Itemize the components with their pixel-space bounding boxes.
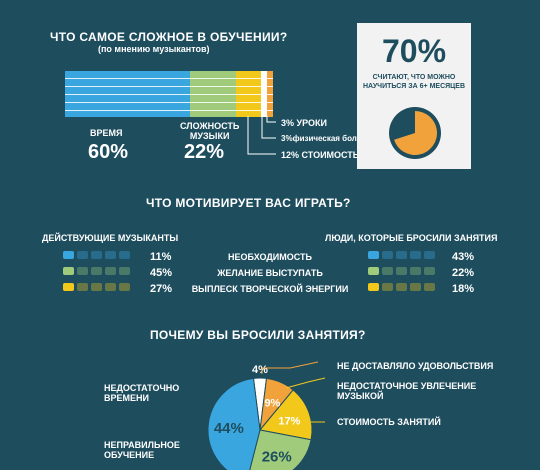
quitters-percent: 22% (452, 267, 475, 279)
difficulty-bar-segment (266, 71, 273, 117)
rating-dot (368, 283, 379, 291)
quitters-percent: 43% (452, 251, 475, 263)
section1-subtitle: (по мнению музыкантов) (98, 44, 210, 54)
quitters-dots (368, 251, 435, 259)
pie-slice-label: 17% (278, 415, 300, 427)
pain-label: 3%физическая боль (281, 134, 361, 143)
musicians-dots (63, 267, 130, 275)
rating-dot (63, 251, 74, 259)
motivation-label: Необходимость (227, 252, 313, 262)
rating-dot (77, 251, 88, 259)
rating-dot (119, 251, 130, 259)
not-fun-label: Не доставляло удовольствия (337, 361, 494, 371)
rating-dot (119, 283, 130, 291)
rating-dot (105, 251, 116, 259)
rating-dot (424, 283, 435, 291)
quitters-percent: 18% (452, 283, 475, 295)
rating-dot (396, 283, 407, 291)
pie-slice-label: 26% (262, 448, 292, 465)
rating-dot (119, 267, 130, 275)
no-time-label: Недостаточно времени (104, 383, 180, 403)
rating-dot (382, 283, 393, 291)
card-70: 70% считают, что можно научиться за 6+ м… (357, 23, 471, 169)
rating-dot (382, 267, 393, 275)
rating-dot (105, 267, 116, 275)
rating-dot (424, 267, 435, 275)
section3-title: Почему вы бросили занятия? (150, 328, 366, 342)
difficulty-bar-segment (260, 71, 267, 117)
rating-dot (396, 251, 407, 259)
connector-lines (247, 116, 276, 155)
time-value: 60% (88, 141, 129, 163)
musicians-dots (63, 283, 130, 291)
pie-slice (207, 377, 261, 470)
cost-reason-label: Стоимость занятий (337, 417, 441, 427)
quitters-header: Люди, которые бросили занятия (325, 233, 498, 243)
section2-title: Что мотивирует вас играть? (146, 196, 351, 210)
complexity-value: 22% (184, 141, 225, 163)
musicians-header: Действующие музыканты (42, 233, 179, 243)
musicians-percent: 27% (150, 283, 173, 295)
rating-dot (396, 267, 407, 275)
quitters-dots (368, 283, 435, 291)
pie-slice-label: 9% (264, 397, 280, 409)
musicians-dots (63, 251, 130, 259)
rating-dot (91, 283, 102, 291)
difficulty-bar-segment (189, 71, 236, 117)
section1-title: Что самое сложное в обучении? (50, 30, 288, 44)
rating-dot (91, 267, 102, 275)
difficulty-stacked-bar (65, 71, 273, 117)
rating-dot (424, 251, 435, 259)
card-70-value: 70% (381, 33, 447, 69)
low-interest-label: Недостаточное увлечение музыкой (337, 381, 477, 401)
pie-slice-label: 4% (252, 364, 268, 376)
quitters-dots (368, 267, 435, 275)
pie-slice-label: 44% (214, 420, 244, 437)
musicians-percent: 11% (150, 251, 172, 263)
motivation-label: Желание выступать (217, 268, 323, 278)
rating-dot (77, 283, 88, 291)
rating-dot (410, 267, 421, 275)
rating-dot (91, 251, 102, 259)
quit-reasons-pie: 4% 9% 17% 26% 44% (207, 361, 326, 470)
musicians-percent: 45% (150, 267, 173, 279)
wrong-teaching-label: Неправильное обучение (104, 440, 180, 460)
difficulty-bar-segment (235, 71, 261, 117)
pie-slice (259, 389, 313, 441)
motivation-label: Выплеск творческой энергии (191, 284, 349, 294)
complexity-label: Сложность музыки (180, 121, 240, 141)
lessons-label: 3% уроки (281, 118, 327, 128)
rating-dot (382, 251, 393, 259)
rating-dot (77, 267, 88, 275)
pie-slice (249, 429, 312, 470)
rating-dot (410, 283, 421, 291)
difficulty-bar-segment (65, 71, 190, 117)
time-label: Время (90, 128, 123, 138)
card-70-pie (389, 107, 441, 159)
rating-dot (63, 267, 74, 275)
rating-dot (368, 267, 379, 275)
cost-label: 12% стоимость (281, 150, 360, 160)
rating-dot (105, 283, 116, 291)
card-70-text: считают, что можно научиться за 6+ месяц… (362, 74, 466, 90)
rating-dot (63, 283, 74, 291)
rating-dot (410, 251, 421, 259)
rating-dot (368, 251, 379, 259)
